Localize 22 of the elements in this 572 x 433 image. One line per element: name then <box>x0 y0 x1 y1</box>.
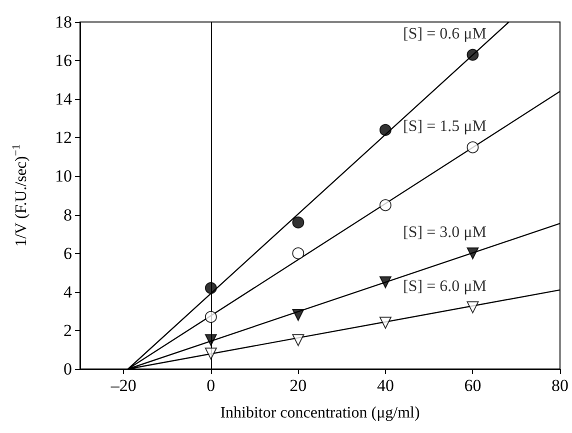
x-tick-label: 0 <box>206 376 216 395</box>
x-tick-label: 60 <box>464 376 482 395</box>
y-tick-label: 0 <box>64 360 72 378</box>
series-label: [S] = 3.0 μM <box>403 224 486 241</box>
y-tick-label: 6 <box>64 244 72 263</box>
x-tick-label: 40 <box>376 376 394 395</box>
series-label: [S] = 1.5 μM <box>403 118 486 135</box>
y-tick-label: 12 <box>55 128 72 148</box>
y-tick-label: 2 <box>64 320 72 340</box>
x-tick-label: 20 <box>290 376 307 395</box>
series-label: [S] = 6.0 μM <box>403 278 486 295</box>
y-tick-label: 8 <box>64 205 72 224</box>
x-tick-label: 80 <box>552 376 568 395</box>
y-tick-label: 18 <box>55 12 72 32</box>
x-tick-label: –20 <box>110 376 136 395</box>
y-tick-label: 10 <box>55 166 72 186</box>
y-tick-label: 14 <box>55 90 72 109</box>
x-axis-title: Inhibitor concentration (μg/ml) <box>220 404 420 422</box>
series-label: [S] = 0.6 μM <box>403 25 486 42</box>
y-axis-title: 1/V (F.U./sec)−1 <box>10 144 30 247</box>
y-tick-label: 16 <box>55 51 72 70</box>
y-tick-label: 4 <box>64 282 72 302</box>
